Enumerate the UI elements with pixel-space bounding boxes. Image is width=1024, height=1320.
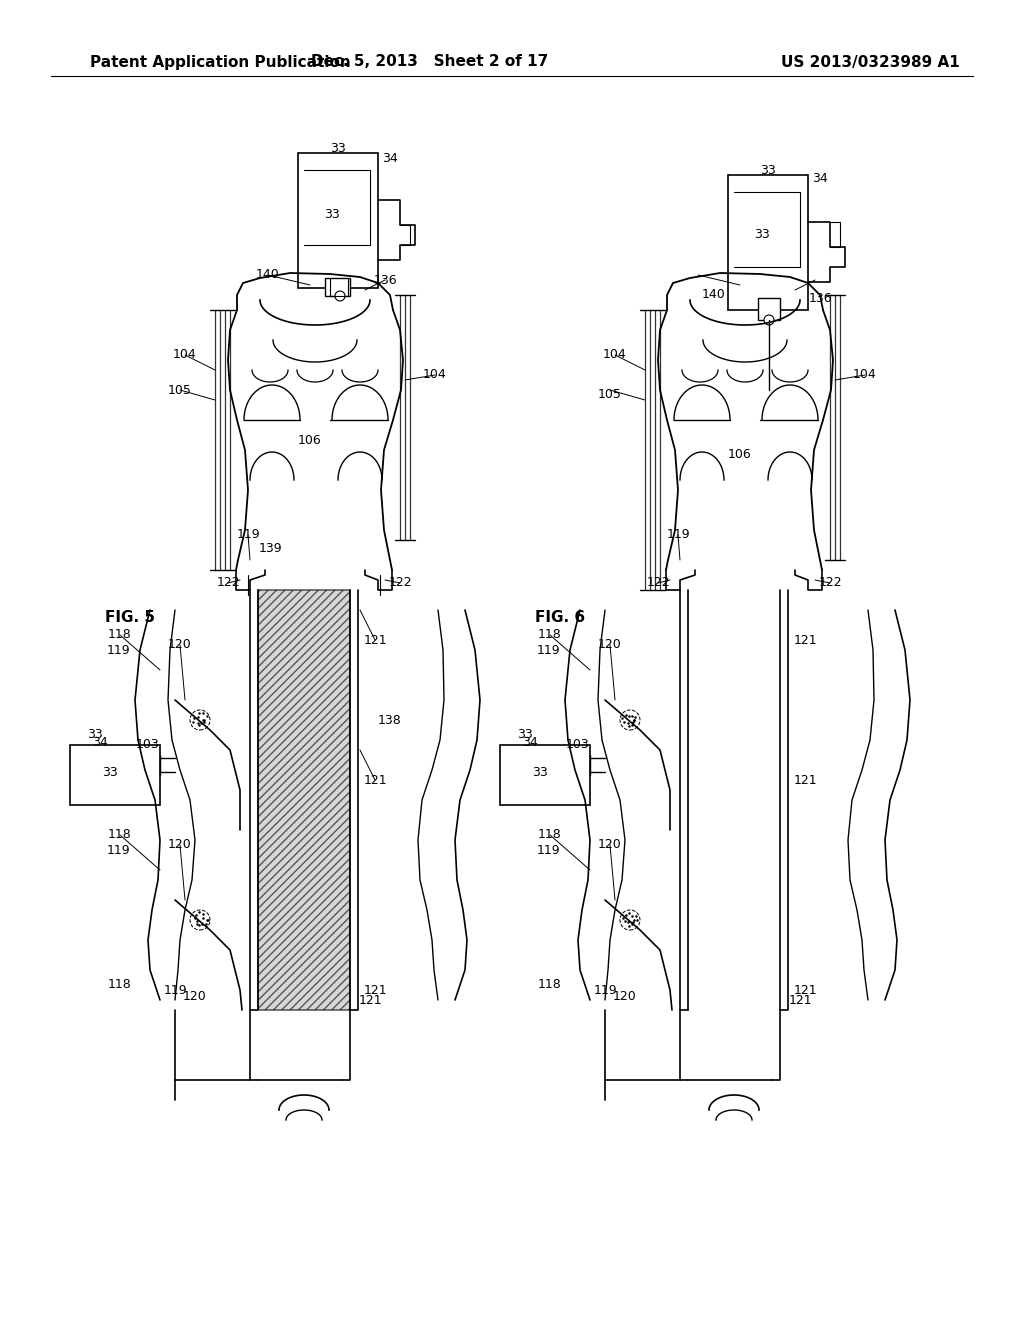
- Circle shape: [620, 909, 640, 931]
- Text: 120: 120: [613, 990, 637, 1003]
- Circle shape: [190, 909, 210, 931]
- Circle shape: [190, 710, 210, 730]
- Text: 122: 122: [646, 577, 670, 590]
- Text: 33: 33: [760, 164, 776, 177]
- Text: 103: 103: [136, 738, 160, 751]
- Bar: [758, 298, 780, 319]
- Text: 34: 34: [92, 735, 108, 748]
- Text: 104: 104: [603, 348, 627, 362]
- Text: 121: 121: [794, 983, 817, 997]
- Bar: [258, 590, 350, 1010]
- Text: 120: 120: [183, 990, 207, 1003]
- Bar: [70, 744, 160, 805]
- Text: 105: 105: [598, 388, 622, 401]
- Text: FIG. 5: FIG. 5: [105, 610, 155, 626]
- Bar: [325, 279, 350, 296]
- Text: FIG. 6: FIG. 6: [535, 610, 585, 626]
- Text: 33: 33: [325, 209, 340, 222]
- Text: 139: 139: [258, 541, 282, 554]
- Text: 34: 34: [382, 152, 398, 165]
- Text: 121: 121: [364, 983, 387, 997]
- Text: 120: 120: [168, 639, 191, 652]
- Text: 140: 140: [702, 289, 726, 301]
- Text: Dec. 5, 2013   Sheet 2 of 17: Dec. 5, 2013 Sheet 2 of 17: [311, 54, 549, 70]
- Text: 118: 118: [539, 628, 562, 642]
- Text: 33: 33: [754, 228, 770, 242]
- Text: 119: 119: [537, 644, 560, 656]
- Text: 118: 118: [109, 829, 132, 842]
- Text: 140: 140: [256, 268, 280, 281]
- Text: 119: 119: [593, 983, 616, 997]
- Text: 33: 33: [87, 729, 102, 742]
- Text: 138: 138: [378, 714, 401, 726]
- Bar: [500, 744, 590, 805]
- Text: 104: 104: [853, 368, 877, 381]
- Text: 105: 105: [168, 384, 191, 396]
- Text: 33: 33: [102, 767, 118, 780]
- Text: 136: 136: [373, 273, 397, 286]
- Text: 119: 119: [106, 644, 130, 656]
- Text: US 2013/0323989 A1: US 2013/0323989 A1: [780, 54, 959, 70]
- Bar: [298, 153, 378, 288]
- Text: 34: 34: [522, 735, 538, 748]
- Text: 34: 34: [812, 172, 827, 185]
- Text: 121: 121: [364, 634, 387, 647]
- Text: 118: 118: [109, 978, 132, 991]
- Text: 119: 119: [163, 983, 186, 997]
- Text: Patent Application Publication: Patent Application Publication: [90, 54, 351, 70]
- Text: 106: 106: [728, 449, 752, 462]
- Text: 33: 33: [517, 729, 532, 742]
- Text: 120: 120: [598, 639, 622, 652]
- Text: 120: 120: [168, 838, 191, 851]
- Text: 119: 119: [667, 528, 690, 541]
- Text: 120: 120: [598, 838, 622, 851]
- Circle shape: [335, 290, 345, 301]
- Text: 121: 121: [794, 634, 817, 647]
- Bar: [728, 176, 808, 310]
- Text: 104: 104: [423, 368, 446, 381]
- Text: 119: 119: [106, 843, 130, 857]
- Text: 118: 118: [539, 829, 562, 842]
- Text: 121: 121: [788, 994, 812, 1006]
- Text: 119: 119: [537, 843, 560, 857]
- Text: 33: 33: [330, 141, 346, 154]
- Text: 118: 118: [109, 628, 132, 642]
- Text: 121: 121: [358, 994, 382, 1006]
- Text: 104: 104: [173, 348, 197, 362]
- Text: 103: 103: [566, 738, 590, 751]
- Text: 122: 122: [216, 577, 240, 590]
- Text: 122: 122: [388, 577, 412, 590]
- Text: 136: 136: [808, 292, 831, 305]
- Text: 33: 33: [532, 767, 548, 780]
- Text: 118: 118: [539, 978, 562, 991]
- Text: 121: 121: [364, 774, 387, 787]
- Text: 122: 122: [818, 577, 842, 590]
- Text: 121: 121: [794, 774, 817, 787]
- Text: 106: 106: [298, 433, 322, 446]
- Text: 119: 119: [237, 528, 260, 541]
- Circle shape: [764, 315, 774, 325]
- Circle shape: [620, 710, 640, 730]
